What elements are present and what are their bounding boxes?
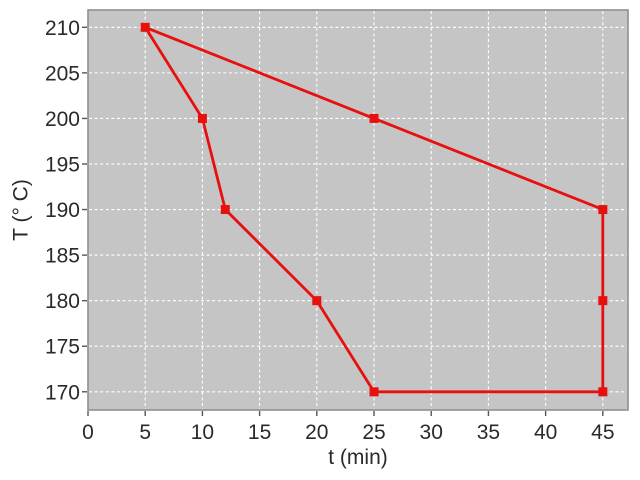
y-tick-label: 175	[45, 336, 80, 359]
data-point-marker	[598, 205, 608, 215]
data-series-layer	[140, 22, 608, 397]
series-line-temperature-time-profile	[141, 24, 605, 394]
data-point-marker	[369, 387, 379, 397]
x-tick-label: 25	[362, 421, 385, 444]
data-point-marker	[140, 22, 150, 32]
x-tick-label: 35	[477, 421, 500, 444]
y-axis-title: T (° C)	[10, 179, 33, 241]
data-point-marker	[598, 387, 608, 397]
data-point-marker	[369, 113, 379, 123]
x-tick-label: 0	[82, 421, 94, 444]
x-tick-label: 30	[420, 421, 443, 444]
x-axis-title: t (min)	[328, 446, 388, 469]
axis-ticks-layer: 0 5 10 15 20 25 30 35 40 45 170 175 180 185 190 195 200 2…	[45, 17, 615, 444]
y-tick-label: 195	[45, 153, 80, 176]
data-point-marker	[220, 205, 230, 215]
y-tick-label: 185	[45, 245, 80, 268]
x-tick-label: 5	[139, 421, 151, 444]
y-tick-label: 190	[45, 199, 80, 222]
y-tick-label: 210	[45, 17, 80, 40]
x-tick-label: 15	[248, 421, 271, 444]
y-tick-label: 200	[45, 108, 80, 131]
y-tick-label: 205	[45, 62, 80, 85]
data-point-marker	[312, 296, 322, 306]
data-point-marker	[598, 296, 608, 306]
x-tick-label: 40	[534, 421, 557, 444]
data-point-marker	[197, 113, 207, 123]
x-tick-label: 20	[305, 421, 328, 444]
x-tick-label: 45	[591, 421, 614, 444]
x-tick-label: 10	[191, 421, 214, 444]
y-tick-label: 180	[45, 290, 80, 313]
y-tick-label: 170	[45, 381, 80, 404]
